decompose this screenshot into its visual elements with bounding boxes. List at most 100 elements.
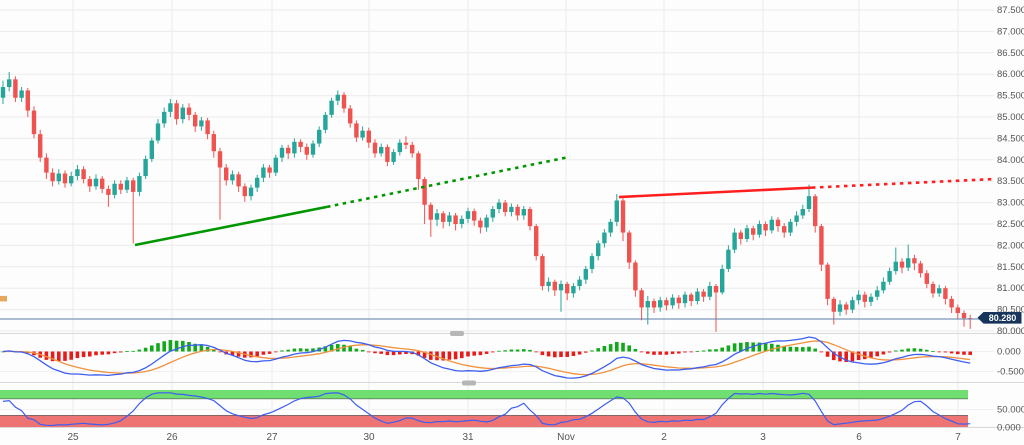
macd-histogram-bar bbox=[478, 351, 483, 356]
axis-label: 83.000 bbox=[997, 198, 1024, 209]
trendline-drawings[interactable] bbox=[134, 155, 994, 247]
macd-histogram-bar bbox=[757, 342, 762, 352]
axis-label: 2 bbox=[661, 432, 667, 443]
candle bbox=[937, 288, 942, 294]
candle bbox=[583, 268, 588, 280]
axis-label: 26 bbox=[166, 432, 178, 443]
macd-histogram-bar bbox=[63, 351, 67, 361]
candle bbox=[217, 151, 223, 168]
candle bbox=[87, 179, 92, 187]
macd-histogram-bar bbox=[385, 351, 390, 356]
axis-label: 82.000 bbox=[997, 240, 1024, 251]
macd-histogram-bar bbox=[298, 348, 303, 352]
macd-histogram-bar bbox=[416, 351, 421, 356]
macd-histogram-bar bbox=[788, 346, 793, 352]
macd-histogram-bar bbox=[453, 351, 458, 360]
macd-histogram-bar bbox=[267, 351, 272, 354]
macd-histogram-bar bbox=[677, 351, 681, 354]
candle bbox=[862, 294, 867, 302]
candle bbox=[658, 300, 663, 308]
candle bbox=[447, 215, 452, 222]
macd-histogram-bar bbox=[515, 349, 520, 352]
macd-histogram-bar bbox=[212, 349, 216, 352]
macd-histogram-bar bbox=[460, 351, 464, 359]
macd-histogram-bar bbox=[156, 343, 160, 352]
candle bbox=[186, 107, 192, 115]
candle bbox=[354, 123, 359, 138]
pane-resize-handle[interactable] bbox=[462, 380, 476, 386]
macd-histogram-bar bbox=[218, 351, 222, 353]
axis-label: 0.000 bbox=[997, 422, 1021, 433]
macd-histogram-bar bbox=[391, 351, 396, 356]
macd-histogram-bar bbox=[763, 343, 768, 352]
macd-histogram-bar bbox=[639, 351, 644, 353]
candle bbox=[924, 273, 929, 284]
candle bbox=[651, 301, 657, 308]
axis-label: 0.000 bbox=[997, 347, 1021, 358]
macd-histogram-bar bbox=[627, 345, 631, 352]
macd-histogram-bar bbox=[875, 351, 879, 357]
pane-resize-handle[interactable] bbox=[450, 331, 464, 336]
axis-label: 25 bbox=[67, 432, 79, 443]
candle bbox=[831, 298, 836, 312]
macd-histogram-bar bbox=[918, 348, 923, 352]
macd-histogram-bar bbox=[931, 351, 935, 352]
axis-label: 86.000 bbox=[997, 69, 1024, 80]
axis-label: 85.500 bbox=[997, 91, 1024, 102]
candle bbox=[620, 200, 626, 233]
macd-indicator-pane bbox=[1, 336, 972, 379]
candle bbox=[503, 202, 508, 213]
candle bbox=[534, 226, 539, 257]
macd-histogram-bar bbox=[577, 351, 582, 355]
candle bbox=[149, 140, 154, 159]
resistance-red-dashed[interactable] bbox=[811, 177, 994, 189]
candle bbox=[713, 286, 719, 293]
candle bbox=[410, 144, 415, 154]
current-price-badge-bg bbox=[977, 312, 1022, 324]
macd-histogram-bar bbox=[571, 351, 576, 356]
macd-histogram-bar bbox=[336, 344, 340, 352]
macd-histogram-bar bbox=[193, 343, 197, 352]
candle bbox=[106, 188, 111, 195]
axis-label: 80.000 bbox=[997, 326, 1024, 337]
macd-histogram-bar bbox=[968, 351, 972, 355]
resistance-red-solid[interactable] bbox=[618, 186, 813, 199]
candle bbox=[137, 176, 142, 192]
macd-histogram-bar bbox=[280, 350, 284, 352]
candle bbox=[118, 183, 123, 190]
macd-histogram-bar bbox=[373, 351, 377, 354]
candle bbox=[81, 169, 86, 180]
macd-histogram-bar bbox=[528, 349, 532, 352]
macd-histogram-bar bbox=[937, 351, 941, 353]
candle bbox=[614, 200, 619, 222]
candle bbox=[298, 141, 303, 147]
candle bbox=[236, 174, 241, 187]
macd-histogram-bar bbox=[187, 341, 191, 352]
macd-histogram-bar bbox=[441, 351, 445, 361]
macd-histogram-bar bbox=[404, 351, 408, 355]
candle bbox=[627, 232, 632, 263]
candle bbox=[726, 249, 731, 269]
macd-histogram-bar bbox=[832, 351, 836, 361]
axis-label: 83.500 bbox=[997, 176, 1024, 187]
candle bbox=[273, 157, 278, 173]
candle bbox=[193, 114, 198, 127]
axis-label: 87.500 bbox=[997, 5, 1024, 16]
candle bbox=[490, 209, 495, 218]
macd-histogram-bar bbox=[850, 351, 855, 362]
candle bbox=[0, 87, 6, 98]
macd-histogram-bar bbox=[398, 351, 402, 355]
macd-histogram-bar bbox=[844, 351, 848, 362]
rising-support-green-dashed[interactable] bbox=[326, 155, 571, 209]
price-level-marker[interactable] bbox=[0, 295, 7, 302]
macd-histogram-bar bbox=[249, 351, 253, 358]
macd-histogram-bar bbox=[230, 351, 235, 356]
price-scale[interactable]: 87.500 87.000 86.500 86.000 85.500 85.000 84.5… bbox=[997, 5, 1024, 433]
time-scale[interactable]: 25 26 27 30 31 Nov 2 3 6 7 bbox=[67, 432, 961, 443]
rising-support-green-solid[interactable] bbox=[134, 205, 328, 247]
axis-label: 7 bbox=[955, 432, 961, 443]
macd-histogram-bar bbox=[367, 351, 371, 353]
candle bbox=[806, 196, 812, 210]
